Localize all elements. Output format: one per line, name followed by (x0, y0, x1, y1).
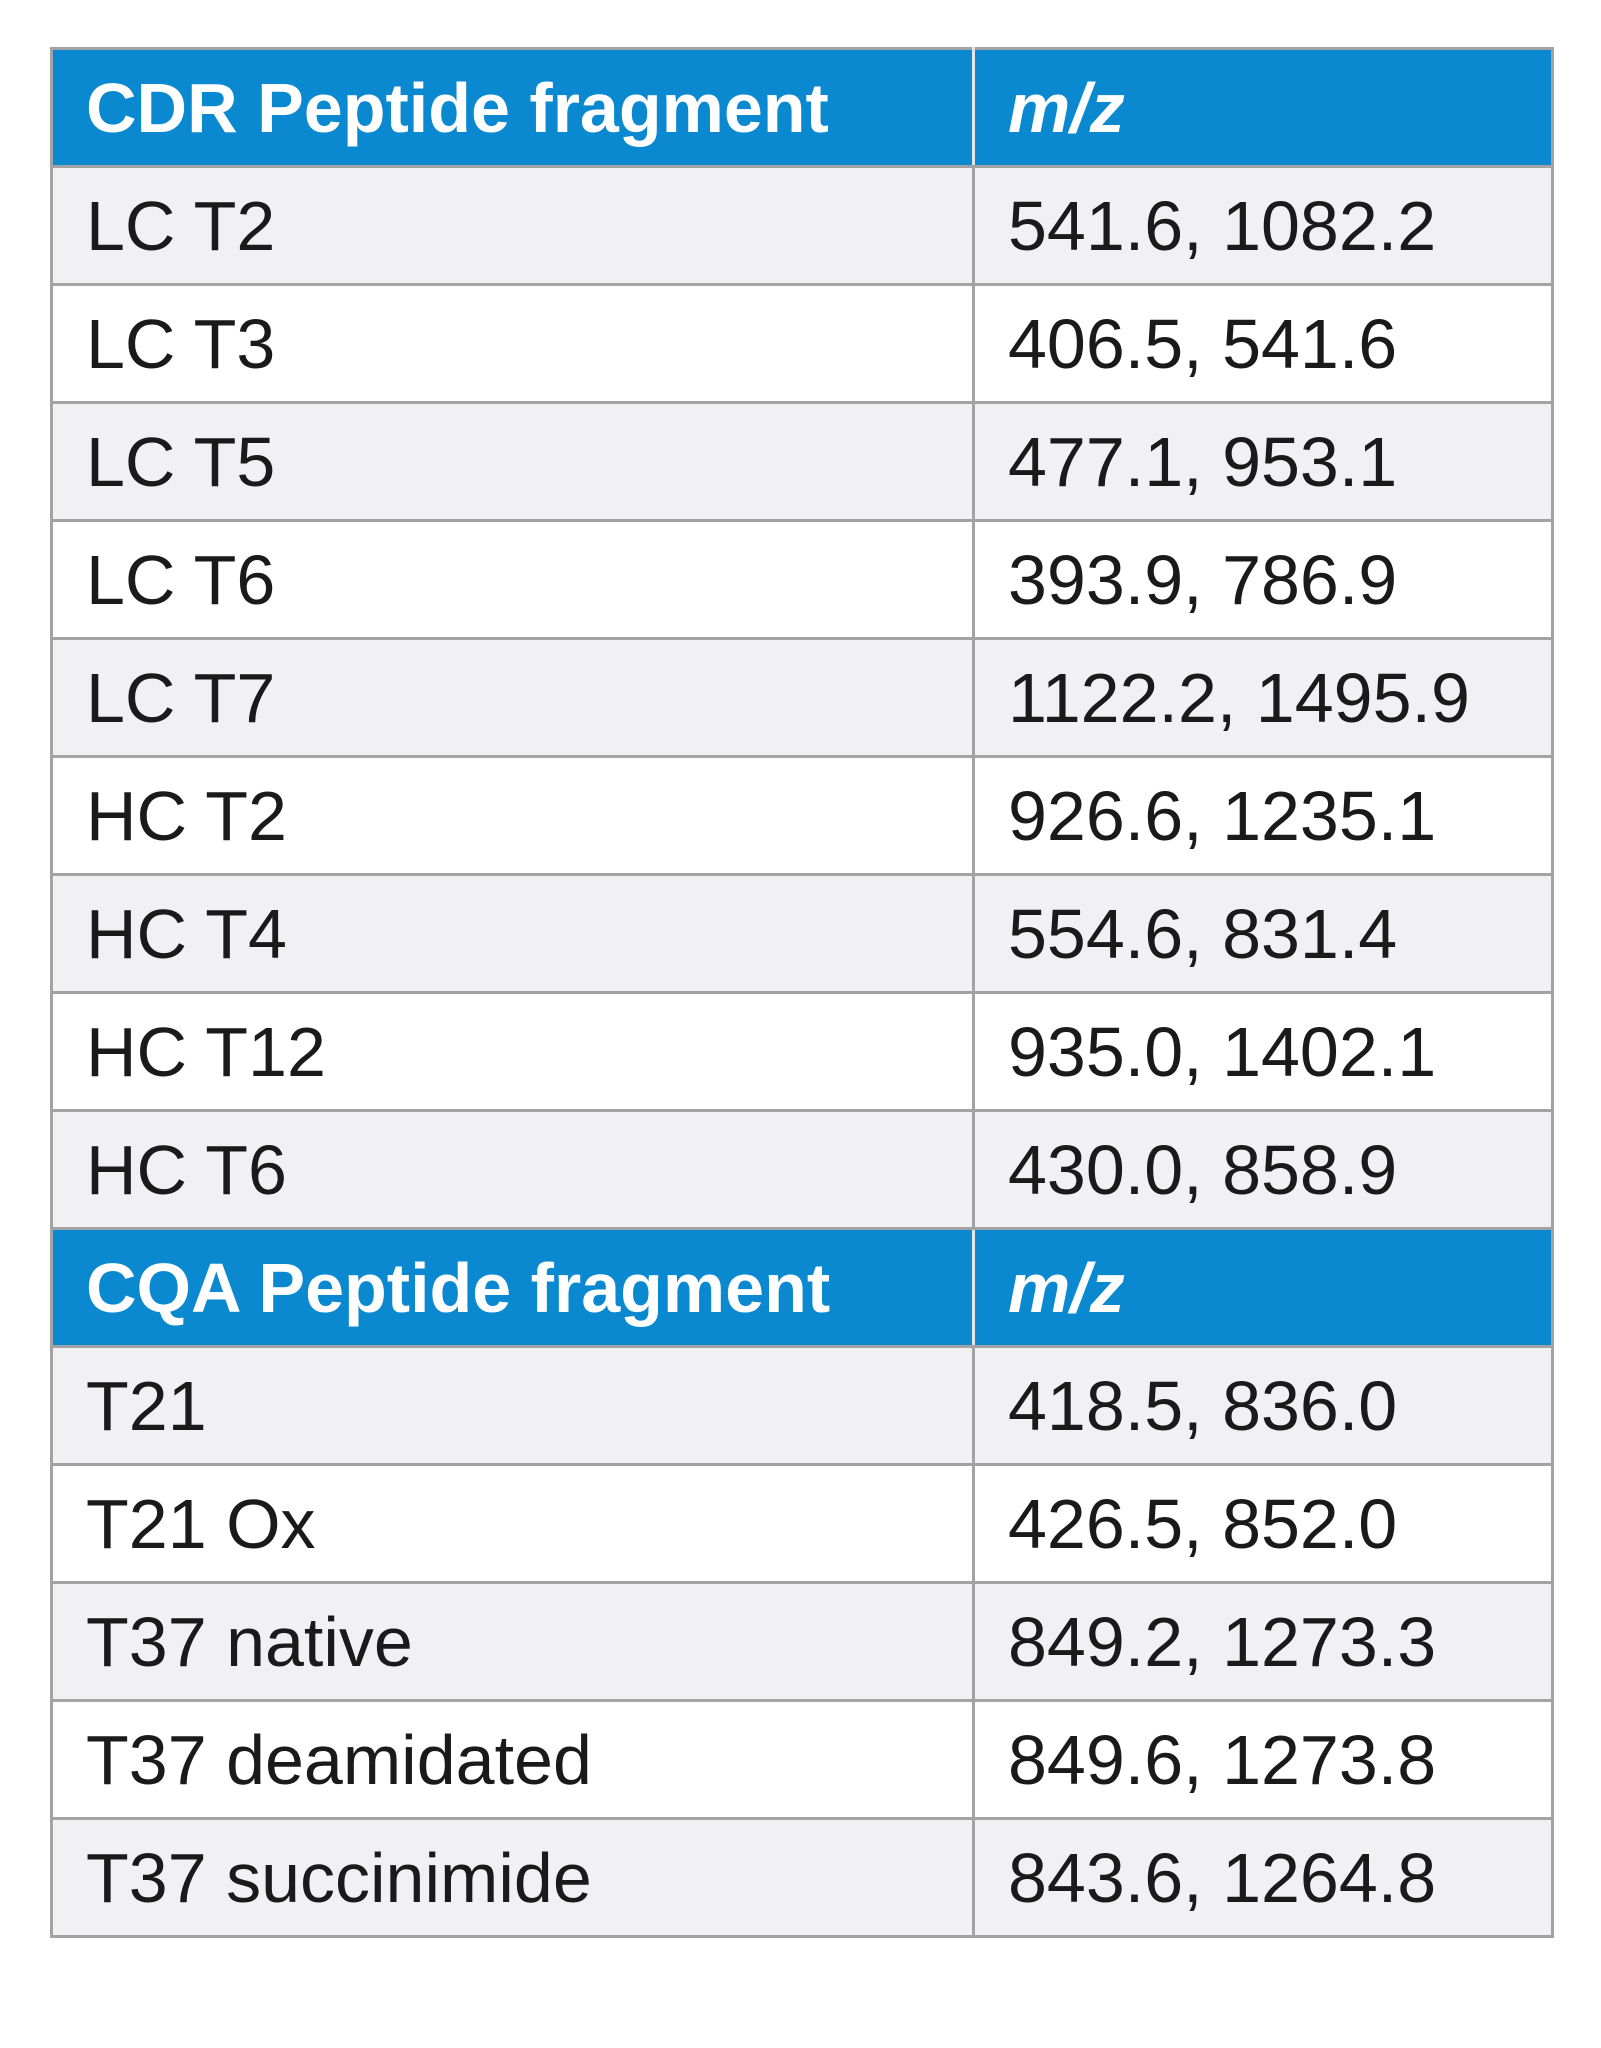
mz-cell: 843.6, 1264.8 (972, 1817, 1554, 1938)
fragment-cell: HC T4 (50, 873, 975, 994)
data-row: HC T12 935.0, 1402.1 (50, 991, 1554, 1112)
fragment-cell: HC T6 (50, 1109, 975, 1230)
data-row: T37 succinimide 843.6, 1264.8 (50, 1817, 1554, 1938)
data-row: T21 Ox 426.5, 852.0 (50, 1463, 1554, 1584)
mz-cell: 926.6, 1235.1 (972, 755, 1554, 876)
header-cell: m/z (972, 47, 1554, 168)
data-row: LC T3 406.5, 541.6 (50, 283, 1554, 404)
mz-cell: 849.2, 1273.3 (972, 1581, 1554, 1702)
data-row: LC T5 477.1, 953.1 (50, 401, 1554, 522)
header-row: CQA Peptide fragment m/z (50, 1227, 1554, 1348)
mz-cell: 393.9, 786.9 (972, 519, 1554, 640)
mz-table: CDR Peptide fragment m/z LC T2 541.6, 1082.… (50, 47, 1554, 1938)
fragment-cell: LC T3 (50, 283, 975, 404)
table-body: CDR Peptide fragment m/z LC T2 541.6, 1082.… (50, 47, 1554, 1938)
fragment-cell: LC T6 (50, 519, 975, 640)
data-row: T37 native 849.2, 1273.3 (50, 1581, 1554, 1702)
data-row: T37 deamidated 849.6, 1273.8 (50, 1699, 1554, 1820)
data-row: HC T2 926.6, 1235.1 (50, 755, 1554, 876)
data-row: LC T2 541.6, 1082.2 (50, 165, 1554, 286)
fragment-cell: T37 deamidated (50, 1699, 975, 1820)
data-row: HC T4 554.6, 831.4 (50, 873, 1554, 994)
data-row: HC T6 430.0, 858.9 (50, 1109, 1554, 1230)
data-row: LC T7 1122.2, 1495.9 (50, 637, 1554, 758)
mz-cell: 541.6, 1082.2 (972, 165, 1554, 286)
mz-cell: 554.6, 831.4 (972, 873, 1554, 994)
header-cell: m/z (972, 1227, 1554, 1348)
mz-cell: 849.6, 1273.8 (972, 1699, 1554, 1820)
mz-cell: 418.5, 836.0 (972, 1345, 1554, 1466)
mz-cell: 430.0, 858.9 (972, 1109, 1554, 1230)
data-row: LC T6 393.9, 786.9 (50, 519, 1554, 640)
fragment-cell: T37 succinimide (50, 1817, 975, 1938)
mz-cell: 1122.2, 1495.9 (972, 637, 1554, 758)
fragment-cell: LC T7 (50, 637, 975, 758)
mz-cell: 935.0, 1402.1 (972, 991, 1554, 1112)
mz-cell: 406.5, 541.6 (972, 283, 1554, 404)
data-row: T21 418.5, 836.0 (50, 1345, 1554, 1466)
header-cell: CDR Peptide fragment (50, 47, 975, 168)
header-cell: CQA Peptide fragment (50, 1227, 975, 1348)
fragment-cell: HC T2 (50, 755, 975, 876)
fragment-cell: LC T2 (50, 165, 975, 286)
header-row: CDR Peptide fragment m/z (50, 47, 1554, 168)
fragment-cell: T37 native (50, 1581, 975, 1702)
fragment-cell: T21 Ox (50, 1463, 975, 1584)
mz-cell: 426.5, 852.0 (972, 1463, 1554, 1584)
fragment-cell: HC T12 (50, 991, 975, 1112)
fragment-cell: LC T5 (50, 401, 975, 522)
mz-cell: 477.1, 953.1 (972, 401, 1554, 522)
fragment-cell: T21 (50, 1345, 975, 1466)
